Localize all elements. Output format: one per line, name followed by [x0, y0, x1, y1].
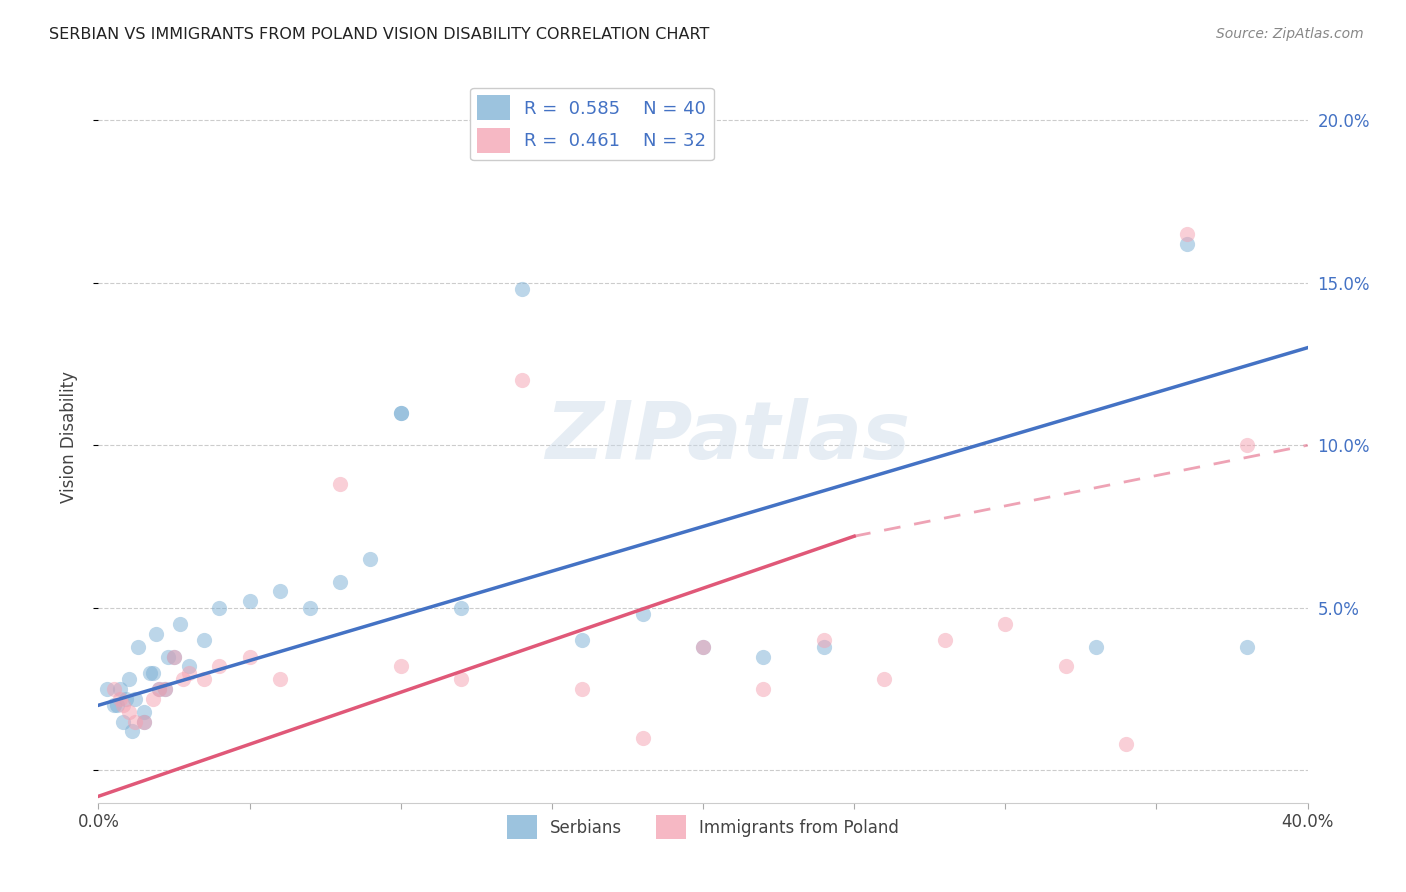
Point	[299, 600, 322, 615]
Point	[934, 633, 956, 648]
Point	[873, 673, 896, 687]
Point	[239, 649, 262, 664]
Point	[114, 691, 136, 706]
Point	[127, 640, 149, 654]
Point	[118, 705, 141, 719]
Point	[193, 633, 215, 648]
Point	[156, 649, 179, 664]
Point	[96, 681, 118, 696]
Point	[124, 714, 146, 729]
Point	[994, 617, 1017, 632]
Text: ZIPatlas: ZIPatlas	[544, 398, 910, 476]
Point	[510, 282, 533, 296]
Point	[1085, 640, 1108, 654]
Point	[752, 681, 775, 696]
Point	[108, 681, 131, 696]
Point	[329, 574, 352, 589]
Point	[1175, 236, 1198, 251]
Point	[1236, 640, 1258, 654]
Point	[153, 681, 176, 696]
Point	[208, 659, 231, 673]
Point	[139, 665, 162, 680]
Point	[389, 659, 412, 673]
Point	[631, 731, 654, 745]
Y-axis label: Vision Disability: Vision Disability	[59, 371, 77, 503]
Point	[172, 673, 194, 687]
Point	[360, 552, 382, 566]
Point	[692, 640, 714, 654]
Point	[208, 600, 231, 615]
Point	[111, 714, 134, 729]
Point	[329, 477, 352, 491]
Point	[163, 649, 186, 664]
Point	[105, 698, 128, 713]
Point	[132, 714, 155, 729]
Point	[450, 673, 472, 687]
Point	[193, 673, 215, 687]
Point	[450, 600, 472, 615]
Text: SERBIAN VS IMMIGRANTS FROM POLAND VISION DISABILITY CORRELATION CHART: SERBIAN VS IMMIGRANTS FROM POLAND VISION…	[49, 27, 710, 42]
Point	[1054, 659, 1077, 673]
Point	[103, 698, 125, 713]
Point	[145, 626, 167, 640]
Point	[510, 373, 533, 387]
Point	[111, 698, 134, 713]
Point	[813, 640, 835, 654]
Point	[571, 633, 593, 648]
Point	[118, 673, 141, 687]
Point	[269, 584, 291, 599]
Point	[813, 633, 835, 648]
Point	[571, 681, 593, 696]
Point	[1236, 438, 1258, 452]
Point	[121, 724, 143, 739]
Point	[103, 681, 125, 696]
Point	[108, 691, 131, 706]
Point	[153, 681, 176, 696]
Point	[132, 705, 155, 719]
Point	[142, 665, 165, 680]
Point	[163, 649, 186, 664]
Point	[269, 673, 291, 687]
Point	[142, 691, 165, 706]
Point	[692, 640, 714, 654]
Point	[389, 406, 412, 420]
Point	[389, 406, 412, 420]
Point	[752, 649, 775, 664]
Point	[148, 681, 170, 696]
Point	[179, 659, 201, 673]
Legend: Serbians, Immigrants from Poland: Serbians, Immigrants from Poland	[501, 809, 905, 846]
Point	[1175, 227, 1198, 241]
Point	[631, 607, 654, 622]
Point	[239, 594, 262, 608]
Text: Source: ZipAtlas.com: Source: ZipAtlas.com	[1216, 27, 1364, 41]
Point	[124, 691, 146, 706]
Point	[179, 665, 201, 680]
Point	[169, 617, 191, 632]
Point	[148, 681, 170, 696]
Point	[1115, 737, 1137, 751]
Point	[132, 714, 155, 729]
